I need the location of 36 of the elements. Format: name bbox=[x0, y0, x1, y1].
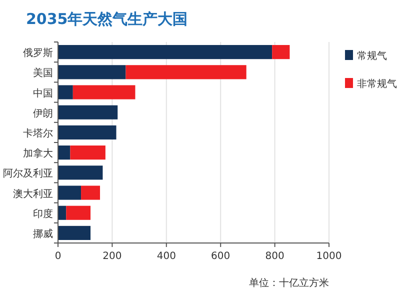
legend-label: 常规气 bbox=[357, 50, 387, 62]
y-tick-label: 阿尔及利亚 bbox=[3, 168, 53, 180]
y-tick-label: 美国 bbox=[33, 67, 53, 80]
y-tick-label: 挪威 bbox=[33, 228, 53, 240]
y-tick-label: 加拿大 bbox=[23, 148, 53, 160]
bar bbox=[72, 85, 136, 100]
y-tick-label: 伊朗 bbox=[33, 107, 53, 120]
bar bbox=[58, 85, 73, 100]
legend-label: 非常规气 bbox=[357, 78, 397, 90]
chart-title: 2035年天然气生产大国 bbox=[26, 10, 188, 28]
bar bbox=[70, 146, 106, 160]
bar bbox=[81, 186, 100, 200]
y-tick-label: 澳大利亚 bbox=[13, 188, 53, 200]
bar bbox=[66, 206, 91, 220]
bar bbox=[58, 65, 126, 80]
bar bbox=[58, 146, 70, 160]
y-tick-label: 卡塔尔 bbox=[23, 127, 53, 140]
x-tick-label: 400 bbox=[156, 251, 176, 262]
x-tick-label: 200 bbox=[102, 251, 122, 262]
bar bbox=[58, 45, 272, 60]
bar bbox=[58, 125, 116, 140]
bar bbox=[58, 166, 103, 180]
bar bbox=[58, 226, 91, 240]
x-tick-label: 1000 bbox=[316, 251, 342, 262]
bar bbox=[272, 45, 290, 60]
y-tick-label: 印度 bbox=[33, 208, 53, 220]
x-tick-label: 0 bbox=[54, 251, 62, 262]
y-tick-label: 俄罗斯 bbox=[23, 47, 53, 60]
x-tick-label: 600 bbox=[211, 251, 230, 262]
y-tick-label: 中国 bbox=[33, 87, 53, 100]
text: 单位：十亿立方米 bbox=[249, 277, 329, 289]
x-tick-label: 800 bbox=[265, 251, 284, 262]
bar bbox=[58, 206, 66, 220]
bar bbox=[58, 186, 82, 200]
bar bbox=[58, 105, 118, 120]
bar bbox=[126, 65, 246, 80]
